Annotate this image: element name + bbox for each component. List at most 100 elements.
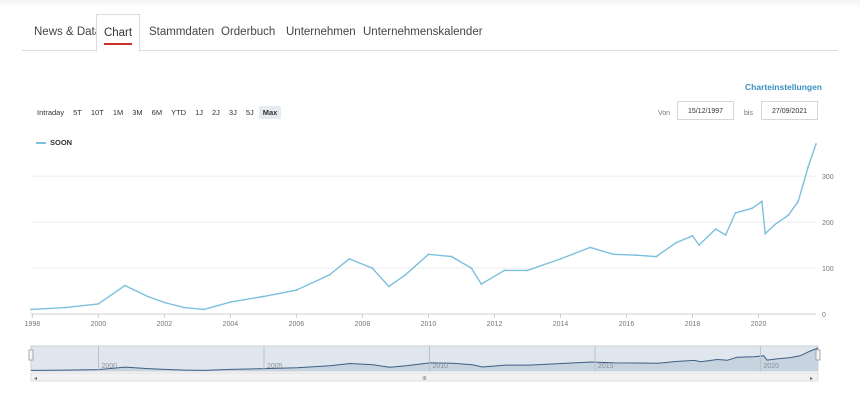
tab-chart[interactable]: Chart — [96, 14, 140, 52]
legend-label: SOON — [50, 138, 73, 147]
data-point — [734, 212, 737, 214]
data-point — [163, 301, 166, 304]
x-tick-label: 2018 — [685, 321, 701, 328]
y-tick-label: 0 — [822, 312, 826, 319]
data-point — [724, 234, 727, 236]
range-1m-button[interactable]: 1M — [112, 108, 124, 117]
range-ytd-button[interactable]: YTD — [171, 108, 187, 117]
data-point — [262, 295, 265, 298]
navigator-tick-label: 2005 — [267, 363, 283, 370]
range-1j-button[interactable]: 1J — [195, 108, 203, 117]
x-tick-label: 2008 — [355, 321, 371, 328]
data-point — [480, 283, 483, 286]
y-tick-label: 300 — [822, 174, 834, 181]
date-from-input[interactable]: 15/12/1997 — [677, 101, 734, 120]
data-point — [387, 285, 390, 288]
x-tick-label: 2020 — [751, 321, 767, 328]
data-point — [612, 253, 615, 256]
data-point — [815, 143, 817, 145]
data-point — [503, 269, 506, 272]
navigator-area — [31, 348, 818, 371]
x-tick-label: 2002 — [157, 321, 173, 328]
data-point — [146, 295, 149, 298]
range-6m-button[interactable]: 6M — [151, 108, 163, 117]
navigator-tick-label: 2020 — [763, 363, 779, 370]
tab-unternehmen[interactable]: Unternehmen — [286, 26, 356, 38]
x-tick-label: 2006 — [289, 321, 305, 328]
x-tick-label: 2004 — [223, 321, 239, 328]
data-point — [450, 255, 453, 258]
navigator-tick-label: 2000 — [102, 363, 118, 370]
data-point — [774, 223, 776, 226]
data-point — [589, 246, 592, 249]
data-point — [764, 232, 767, 235]
data-point — [526, 269, 529, 272]
x-tick-label: 2016 — [619, 321, 635, 328]
data-point — [295, 289, 298, 292]
data-point — [797, 200, 800, 203]
y-tick-label: 100 — [822, 266, 834, 273]
tab-bar: News & Data Chart Stammdaten Orderbuch U… — [22, 14, 838, 52]
tab-unternehmenskalender[interactable]: Unternehmenskalender — [363, 26, 483, 38]
x-tick-label: 2010 — [421, 321, 437, 328]
data-point — [64, 306, 67, 309]
navigator-tick-label: 2010 — [432, 363, 448, 370]
tab-chart-label: Chart — [103, 15, 133, 52]
tab-orderbuch[interactable]: Orderbuch — [221, 26, 276, 38]
tab-news-data[interactable]: News & Data — [34, 26, 102, 38]
range-3m-button[interactable]: 3M — [132, 108, 143, 117]
data-point — [698, 244, 701, 246]
date-to-input[interactable]: 27/09/2021 — [761, 101, 818, 120]
data-point — [97, 302, 100, 305]
navigator-line — [30, 347, 819, 371]
x-tick-label: 2014 — [553, 321, 569, 328]
scroll-right-arrow: ▸ — [810, 376, 813, 382]
range-intraday-button[interactable]: Intraday — [37, 108, 65, 117]
data-point — [229, 301, 232, 303]
data-point — [348, 257, 351, 260]
data-point — [30, 308, 32, 311]
x-tick-label: 2000 — [91, 321, 107, 328]
data-point — [427, 253, 430, 256]
data-point — [760, 200, 763, 203]
legend-swatch — [36, 141, 46, 144]
data-point — [203, 308, 205, 311]
date-from-label: Von — [658, 110, 671, 117]
data-point — [559, 257, 562, 260]
data-point — [807, 166, 809, 168]
navigator-tick-label: 2015 — [598, 363, 614, 370]
chart-legend[interactable]: SOON — [36, 138, 72, 147]
range-max-button[interactable]: Max — [258, 106, 282, 119]
data-point — [787, 214, 790, 217]
price-chart[interactable]: 0 100 200 300 1998 2000 2002 2004 2006 2008 2010 20… — [0, 0, 860, 345]
navigator-left-handle — [28, 349, 34, 361]
navigator-right-handle — [815, 349, 821, 361]
range-10t-button[interactable]: 10T — [90, 108, 104, 117]
scrollbar-grip: III — [422, 376, 426, 382]
data-point — [404, 274, 407, 276]
range-3j-button[interactable]: 3J — [228, 108, 237, 117]
top-band — [0, 0, 860, 8]
chart-settings-link[interactable]: Charteinstellungen — [745, 82, 822, 92]
range-selector: Intraday 5T 10T 1M 3M 6M YTD 1J 2J 3J 5J… — [33, 106, 282, 119]
data-point — [655, 255, 658, 258]
data-point — [675, 241, 677, 244]
scroll-left-arrow: ◂ — [34, 376, 37, 382]
range-5j-button[interactable]: 5J — [245, 108, 254, 117]
tab-stammdaten[interactable]: Stammdaten — [149, 26, 215, 38]
range-5t-button[interactable]: 5T — [73, 108, 82, 117]
data-point — [371, 267, 374, 269]
data-point — [183, 306, 186, 309]
data-point — [751, 207, 753, 210]
navigator-scrollbar — [30, 372, 819, 382]
range-2j-button[interactable]: 2J — [212, 108, 220, 117]
data-point — [123, 284, 126, 287]
data-point — [470, 267, 473, 269]
data-point — [714, 228, 717, 230]
x-tick-label: 2012 — [487, 321, 503, 328]
data-point — [635, 254, 638, 257]
y-tick-label: 200 — [822, 220, 834, 227]
data-point — [691, 234, 694, 237]
data-point — [328, 274, 331, 276]
